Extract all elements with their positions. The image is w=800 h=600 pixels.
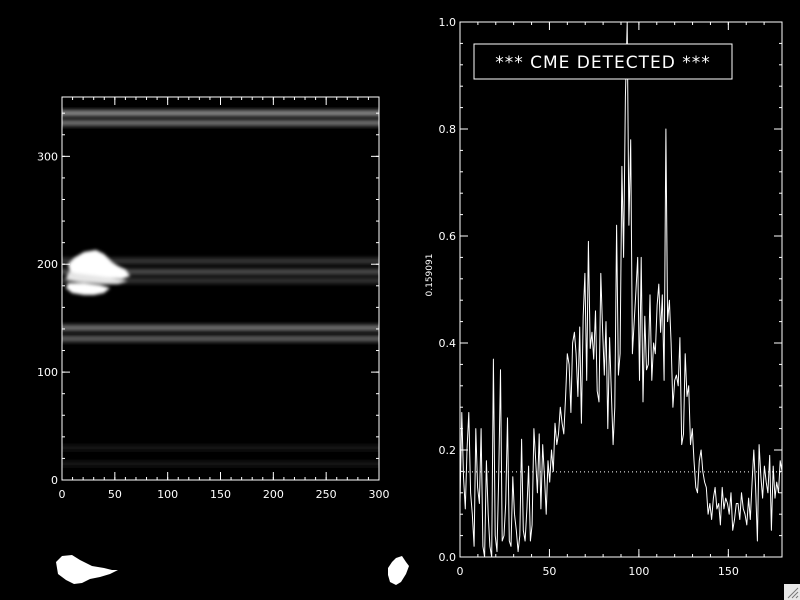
series-line <box>459 21 783 558</box>
x-tick-label: 50 <box>108 488 122 501</box>
x-tick-label: 300 <box>369 488 390 501</box>
lower-blobs <box>56 555 409 585</box>
y-tick-label: 0 <box>51 474 58 487</box>
bright-blob-bottom <box>66 283 110 295</box>
heatmap-panel: 0 50 100 150 200 250 300 0 100 200 300 <box>37 96 390 501</box>
x-tick-label: 250 <box>316 488 337 501</box>
y-tick-label: 100 <box>37 366 58 379</box>
lower-blob-right <box>388 556 409 585</box>
x-tick-label: 100 <box>628 565 649 578</box>
heatmap-band <box>62 335 379 342</box>
y-tick-label: 0.0 <box>439 551 457 564</box>
heatmap-band <box>62 277 379 284</box>
heatmap-band <box>62 110 379 117</box>
y-tick-label: 200 <box>37 258 58 271</box>
heatmap-band <box>62 268 379 275</box>
heatmap-band <box>62 444 379 451</box>
line-chart-axes: 0 50 100 150 0.0 0.2 0.4 0.6 0.8 1.0 <box>439 16 783 578</box>
bright-blob-mid <box>66 272 128 284</box>
y-tick-label: 0.2 <box>439 444 457 457</box>
x-tick-label: 0 <box>457 565 464 578</box>
y-axis-label: 0.159091 <box>425 254 435 297</box>
x-tick-label: 50 <box>542 565 556 578</box>
resize-grip-icon[interactable] <box>784 584 800 600</box>
bright-blob-top <box>68 250 130 279</box>
heatmap-bands <box>62 110 379 467</box>
y-tick-label: 0.8 <box>439 123 457 136</box>
heatmap-band <box>62 324 379 331</box>
x-tick-label: 0 <box>59 488 66 501</box>
x-tick-label: 150 <box>210 488 231 501</box>
y-tick-label: 1.0 <box>439 16 457 29</box>
heatmap-band <box>62 119 379 126</box>
x-tick-label: 100 <box>157 488 178 501</box>
heatmap-band <box>62 460 379 467</box>
heatmap-axes: 0 50 100 150 200 250 300 0 100 200 300 <box>37 97 390 501</box>
annotation-box <box>473 43 733 80</box>
line-chart-panel: 0 50 100 150 0.0 0.2 0.4 0.6 0.8 1.0 *** CME DETE… <box>425 16 783 578</box>
heatmap-bright-region <box>66 250 130 295</box>
y-tick-label: 0.4 <box>439 337 457 350</box>
cme-detected-annotation: *** CME DETECTED *** <box>495 53 711 73</box>
x-tick-label: 200 <box>263 488 284 501</box>
heatmap-background <box>62 97 379 480</box>
lower-blob-left <box>56 555 118 584</box>
x-tick-label: 150 <box>718 565 739 578</box>
heatmap-band <box>62 257 379 264</box>
y-tick-label: 300 <box>37 150 58 163</box>
y-tick-label: 0.6 <box>439 230 457 243</box>
